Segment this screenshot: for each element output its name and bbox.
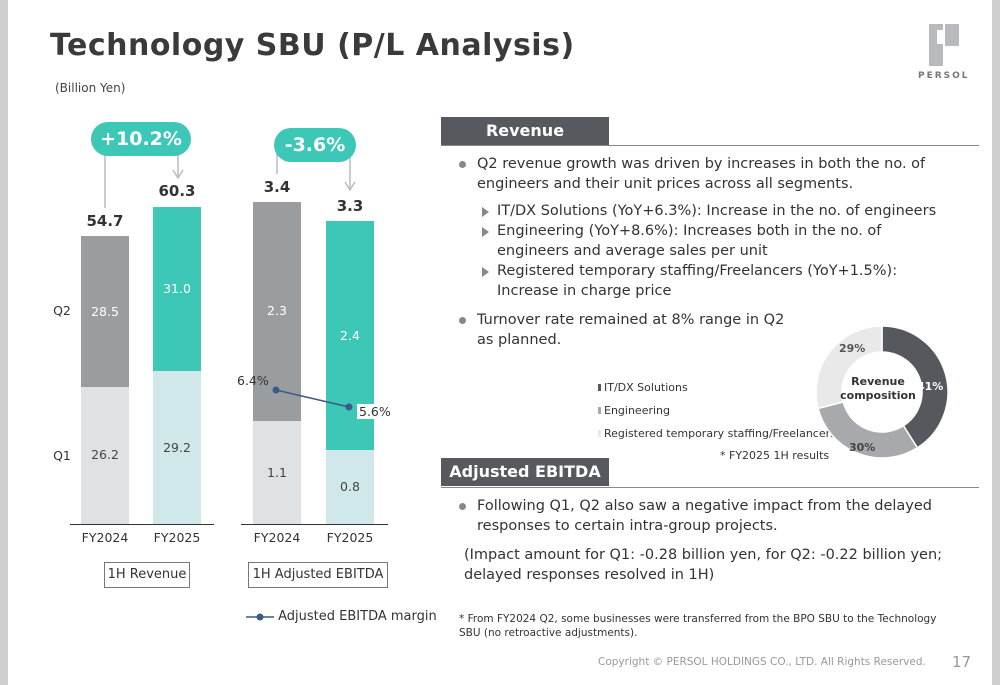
- revenue-q2-fy2024-label: 28.5: [91, 304, 119, 319]
- bullet-dot: [459, 317, 466, 324]
- ebitda-bullet-1: Following Q1, Q2 also saw a negative imp…: [477, 498, 933, 534]
- margin-point-fy2025: [345, 403, 353, 411]
- persol-logo: [929, 24, 959, 66]
- margin-point-fy2024: [272, 386, 280, 394]
- ebitda-q2-fy2024-label: 2.3: [267, 303, 287, 318]
- revenue-bullet-1: Q2 revenue growth was driven by increase…: [477, 156, 926, 192]
- ebitda-bar-fy2024-q2: [253, 202, 301, 421]
- revenue-chart-label: 1H Revenue: [104, 562, 190, 588]
- revenue-sub-3: Registered temporary staffing/Freelancer…: [497, 263, 898, 299]
- sub-bullet-arrow: [482, 207, 489, 217]
- bar-fy2025-q2: [153, 207, 201, 371]
- donut-slice-2: [815, 325, 883, 410]
- bar-fy2024-q1: [81, 387, 129, 524]
- bar-fy2024-q2: [81, 236, 129, 387]
- ebitda-q2-fy2025-label: 2.4: [340, 328, 360, 343]
- bar-fy2025-q1: [153, 371, 201, 524]
- revenue-bullet-2: Turnover rate remained at 8% range in Q2…: [477, 312, 785, 348]
- legend-swatch: [598, 430, 601, 437]
- donut-legend-item-1: IT/DX Solutions: [598, 381, 688, 394]
- footnote: * From FY2024 Q2, some businesses were t…: [459, 613, 937, 639]
- ebitda-q1-fy2024-label: 1.1: [267, 465, 287, 480]
- sub-bullet-arrow: [482, 267, 489, 277]
- page-number: 17: [952, 653, 972, 671]
- ebitda-margin-line: [272, 386, 353, 411]
- donut-center-label: Revenue composition: [840, 375, 916, 402]
- revenue-q1-fy2025-label: 29.2: [163, 440, 191, 455]
- margin-legend-icon: [246, 613, 274, 620]
- revenue-total-fy2025: 60.3: [158, 182, 196, 200]
- ebitda-baseline: [241, 524, 388, 525]
- copyright: Copyright © PERSOL HOLDINGS CO., LTD. Al…: [598, 656, 926, 668]
- revenue-q1-fy2024-label: 26.2: [91, 447, 119, 462]
- donut-note: * FY2025 1H results: [720, 449, 830, 462]
- revenue-heading: Revenue: [441, 117, 609, 145]
- revenue-total-fy2024: 54.7: [86, 212, 124, 230]
- ebitda-impact-note: (Impact amount for Q1: -0.28 billion yen…: [464, 547, 943, 583]
- legend-swatch: [598, 384, 601, 391]
- margin-label-fy2024: 6.4%: [237, 373, 269, 388]
- donut-pct-engineering: 30%: [849, 441, 876, 454]
- revenue-sub-2: Engineering (YoY+8.6%): Increases both i…: [497, 223, 882, 259]
- ebitda-q1-fy2025-label: 0.8: [340, 479, 360, 494]
- margin-legend: Adjusted EBITDA margin: [246, 609, 437, 624]
- slide: Technology SBU (P/L Analysis) (Billion Y…: [8, 0, 992, 685]
- ebitda-x-fy2025: FY2025: [326, 530, 374, 545]
- donut-legend-item-3: Registered temporary staffing/Freelancer…: [598, 427, 836, 440]
- ebitda-heading-rule: [441, 487, 979, 488]
- page-title: Technology SBU (P/L Analysis): [50, 28, 575, 63]
- sub-bullet-arrow: [482, 227, 489, 237]
- donut-pct-staffing: 29%: [839, 342, 866, 355]
- ebitda-x-fy2024: FY2024: [253, 530, 301, 545]
- revenue-sub-1: IT/DX Solutions (YoY+6.3%): Increase in …: [497, 203, 937, 219]
- bullet-dot: [459, 503, 466, 510]
- revenue-q2-fy2025-label: 31.0: [163, 281, 191, 296]
- revenue-x-fy2024: FY2024: [81, 530, 129, 545]
- ebitda-chart-label: 1H Adjusted EBITDA: [248, 562, 388, 588]
- revenue-growth-badge: +10.2%: [91, 122, 191, 156]
- donut-slice-0: [881, 325, 949, 449]
- revenue-composition-donut: [815, 325, 949, 459]
- revenue-growth-connector: [104, 152, 184, 208]
- bullet-dot: [459, 161, 466, 168]
- donut-legend-item-2: Engineering: [598, 404, 670, 417]
- margin-legend-label: Adjusted EBITDA margin: [278, 609, 437, 624]
- ebitda-bar-fy2024-q1: [253, 421, 301, 524]
- margin-label-fy2025: 5.6%: [357, 404, 393, 419]
- unit-label: (Billion Yen): [55, 81, 126, 95]
- revenue-heading-rule: [441, 145, 979, 146]
- logo-wordmark: PERSOL: [918, 71, 970, 81]
- revenue-x-fy2025: FY2025: [153, 530, 201, 545]
- ebitda-heading: Adjusted EBITDA: [441, 458, 609, 486]
- ebitda-growth-badge: -3.6%: [274, 128, 356, 162]
- ebitda-total-fy2024: 3.4: [263, 178, 291, 196]
- row-label-q2: Q2: [53, 303, 71, 318]
- legend-swatch: [598, 407, 601, 414]
- row-label-q1: Q1: [53, 448, 71, 463]
- ebitda-bar-fy2025-q1: [326, 450, 374, 524]
- ebitda-total-fy2025: 3.3: [336, 197, 364, 215]
- revenue-baseline: [70, 524, 214, 525]
- donut-pct-it: 41%: [917, 380, 944, 393]
